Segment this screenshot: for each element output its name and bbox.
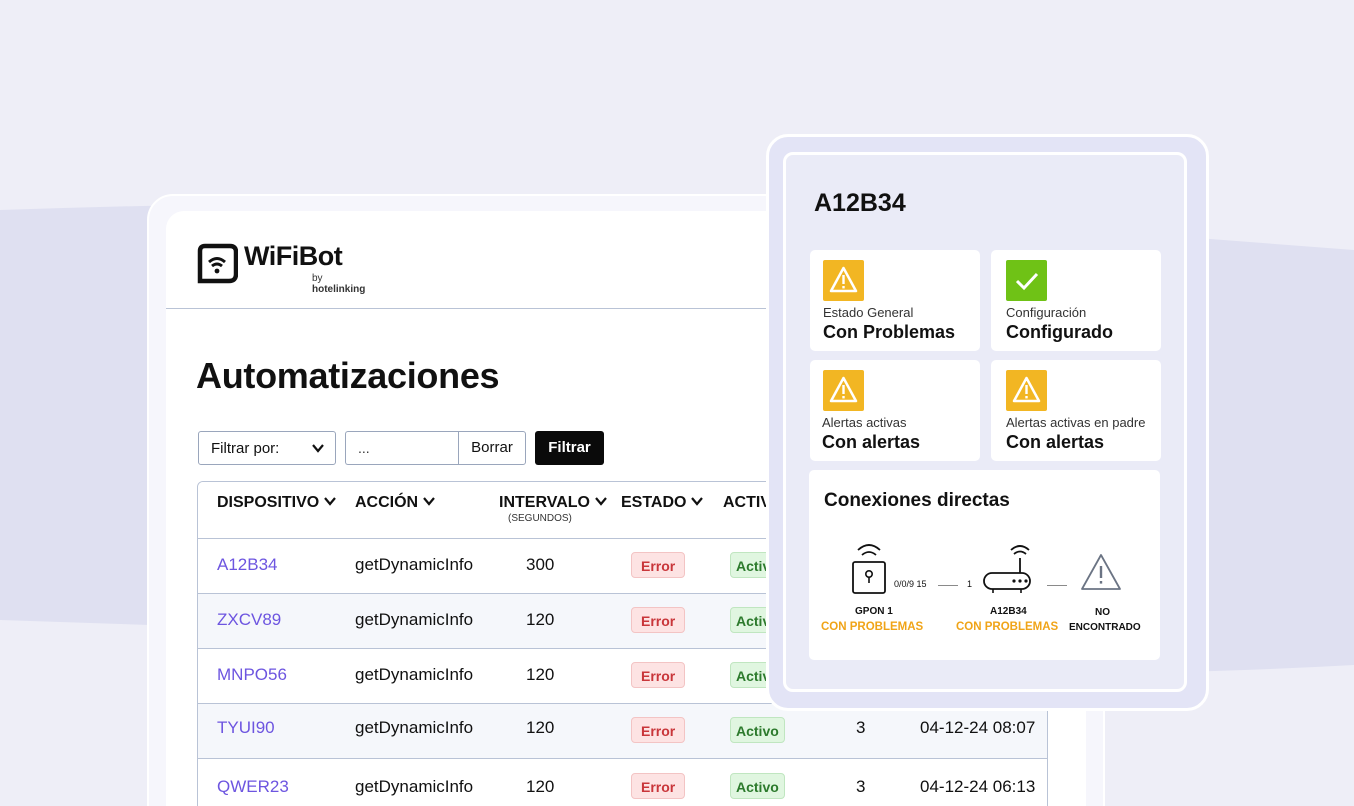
table-row[interactable]: TYUI90 getDynamicInfo 120 Error Activo 3…: [198, 704, 1047, 759]
router-icon[interactable]: [981, 542, 1033, 594]
stat-card-general-status: Estado General Con Problemas: [810, 250, 980, 351]
check-icon: [1006, 260, 1047, 301]
action-cell: getDynamicInfo: [355, 718, 474, 737]
stat-label: Configuración: [1006, 305, 1087, 320]
column-header-active[interactable]: ACTIV: [723, 494, 771, 511]
column-header-interval[interactable]: INTERVALO: [499, 494, 608, 512]
node-status-gpon: CON PROBLEMAS: [821, 621, 924, 633]
active-badge: Activo: [730, 717, 785, 743]
link-label-router: 1: [967, 579, 973, 589]
interval-cell: 300: [526, 555, 555, 574]
action-cell: getDynamicInfo: [355, 610, 474, 629]
sort-chevron-icon: [423, 497, 435, 506]
interval-unit-label: (SEGUNDOS): [508, 513, 572, 524]
interval-cell: 120: [526, 610, 555, 629]
column-header-status[interactable]: ESTADO: [621, 494, 704, 512]
stat-card-configuration: Configuración Configurado: [991, 250, 1161, 351]
stat-value: Configurado: [1006, 322, 1113, 342]
node-status-router: CON PROBLEMAS: [956, 621, 1059, 633]
stat-value: Con alertas: [1006, 432, 1105, 452]
node-name-missing-2: ENCONTRADO: [1069, 622, 1141, 633]
logo-byline: by hotelinking: [312, 273, 366, 295]
not-found-warning-icon[interactable]: [1079, 552, 1123, 592]
count-cell: 3: [856, 718, 866, 737]
status-badge: Error: [631, 773, 686, 799]
node-name-missing: NO: [1095, 607, 1110, 618]
action-cell: getDynamicInfo: [355, 555, 474, 574]
sort-chevron-icon: [324, 497, 337, 506]
column-header-device[interactable]: DISPOSITIVO: [217, 494, 337, 512]
stat-value: Con alertas: [822, 432, 921, 452]
stat-label: Estado General: [823, 305, 914, 320]
filter-text-input[interactable]: ...: [345, 431, 459, 465]
sort-chevron-icon: [595, 497, 607, 506]
stat-label: Alertas activas en padre: [1006, 415, 1146, 430]
logo-wordmark: WiFiBot: [244, 241, 343, 271]
clear-button[interactable]: Borrar: [458, 431, 526, 465]
table-row[interactable]: MNPO56 getDynamicInfo 120 Error Activo: [198, 649, 1047, 704]
table-row[interactable]: QWER23 getDynamicInfo 120 Error Activo 3…: [198, 759, 1047, 806]
date-cell: 04-12-24 06:13: [920, 777, 1036, 796]
status-badge: Error: [631, 717, 686, 743]
status-badge: Error: [631, 552, 686, 578]
direct-connections-card: Conexiones directas 0/0/9 15 1 GPON 1 CO…: [809, 470, 1160, 660]
status-badge: Error: [631, 662, 686, 688]
warning-icon: [823, 370, 864, 411]
device-link[interactable]: QWER23: [217, 777, 289, 796]
stat-value: Con Problemas: [823, 322, 956, 342]
interval-cell: 120: [526, 777, 555, 796]
device-link[interactable]: A12B34: [217, 555, 278, 574]
stat-card-parent-alerts: Alertas activas en padre Con alertas: [991, 360, 1161, 461]
device-link[interactable]: TYUI90: [217, 718, 275, 737]
node-name-gpon: GPON 1: [855, 606, 893, 617]
date-cell: 04-12-24 08:07: [920, 718, 1036, 737]
sort-chevron-icon: [691, 497, 704, 506]
warning-icon: [1006, 370, 1047, 411]
device-link[interactable]: MNPO56: [217, 665, 287, 684]
interval-cell: 120: [526, 665, 555, 684]
device-link[interactable]: ZXCV89: [217, 610, 282, 629]
active-badge: Activo: [730, 773, 785, 799]
action-cell: getDynamicInfo: [355, 777, 474, 796]
action-cell: getDynamicInfo: [355, 665, 474, 684]
interval-cell: 120: [526, 718, 555, 737]
page-title: Automatizaciones: [196, 355, 500, 396]
warning-icon: [823, 260, 864, 301]
column-header-action[interactable]: ACCIÓN: [355, 494, 436, 512]
connection-line: [1047, 585, 1067, 586]
chevron-down-icon: [312, 444, 324, 453]
gpon-device-icon[interactable]: [849, 540, 889, 596]
connection-line: [938, 585, 958, 586]
device-detail-title: A12B34: [814, 189, 906, 217]
filter-by-select[interactable]: Filtrar por:: [198, 431, 336, 465]
filter-select-label: Filtrar por:: [211, 440, 280, 457]
link-label-gpon: 0/0/9 15: [894, 579, 927, 589]
app-header: WiFiBot by hotelinking: [166, 211, 1086, 309]
filter-button[interactable]: Filtrar: [535, 431, 604, 465]
wifibot-logo[interactable]: WiFiBot by hotelinking: [196, 241, 365, 295]
stat-label: Alertas activas: [822, 415, 907, 430]
count-cell: 3: [856, 777, 866, 796]
status-badge: Error: [631, 607, 686, 633]
connections-title: Conexiones directas: [824, 490, 1010, 511]
stat-card-active-alerts: Alertas activas Con alertas: [810, 360, 980, 461]
table-row[interactable]: A12B34 getDynamicInfo 300 Error Activo: [198, 539, 1047, 594]
wifi-bubble-icon: [197, 243, 238, 284]
node-name-router: A12B34: [990, 606, 1027, 617]
